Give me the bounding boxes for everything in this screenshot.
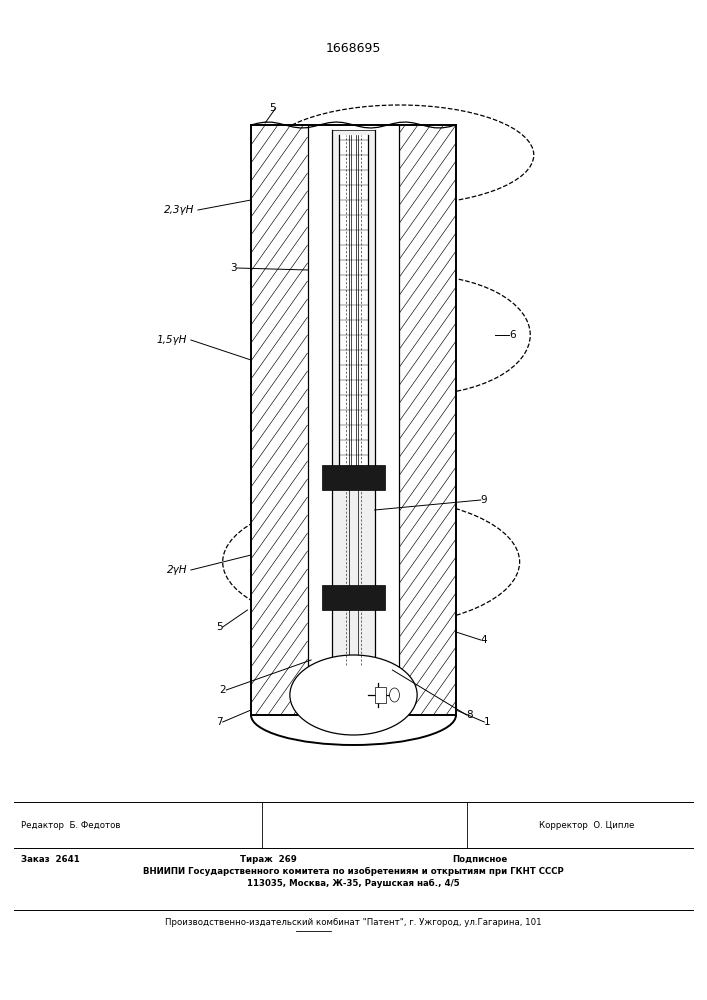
Text: 2: 2 [220,685,226,695]
Ellipse shape [290,655,417,735]
Bar [332,675,375,685]
Text: 2γН: 2γН [167,565,187,575]
Bar [322,585,385,610]
Text: 3: 3 [230,263,237,273]
Text: 1,5γН: 1,5γН [157,335,187,345]
Text: Корректор  О. Ципле: Корректор О. Ципле [539,820,634,830]
Bar [332,130,375,675]
Text: Производственно-издательский комбинат "Патент", г. Ужгород, ул.Гагарина, 101: Производственно-издательский комбинат "П… [165,918,542,927]
Text: Тираж  269: Тираж 269 [240,854,297,863]
Text: 6: 6 [509,330,515,340]
Text: Подписное: Подписное [452,854,508,863]
Text: Заказ  2641: Заказ 2641 [21,854,80,863]
Text: 5: 5 [216,622,223,632]
Text: Техред  М.Моргентал: Техред М.Моргентал [305,830,402,838]
Text: 1668695: 1668695 [326,41,381,54]
Text: 113035, Москва, Ж-35, Раушская наб., 4/5: 113035, Москва, Ж-35, Раушская наб., 4/5 [247,878,460,888]
Text: Составитель  И. Федяева: Составитель И. Федяева [296,816,411,824]
Circle shape [390,688,399,702]
Text: Редактор  Б. Федотов: Редактор Б. Федотов [21,820,121,830]
Text: 7: 7 [216,717,223,727]
Bar [308,125,399,715]
Wedge shape [251,715,456,860]
Bar [339,135,368,465]
Bar [375,687,386,703]
Text: 1: 1 [484,717,491,727]
Bar [251,125,308,715]
Bar [322,465,385,490]
Text: 4: 4 [481,635,487,645]
Text: 5: 5 [269,103,276,113]
Bar [399,125,456,715]
Text: 8: 8 [467,710,473,720]
Text: 9: 9 [481,495,487,505]
Text: ВНИИПИ Государственного комитета по изобретениям и открытиям при ГКНТ СССР: ВНИИПИ Государственного комитета по изоб… [143,866,564,876]
Text: 2,3γН: 2,3γН [164,205,194,215]
